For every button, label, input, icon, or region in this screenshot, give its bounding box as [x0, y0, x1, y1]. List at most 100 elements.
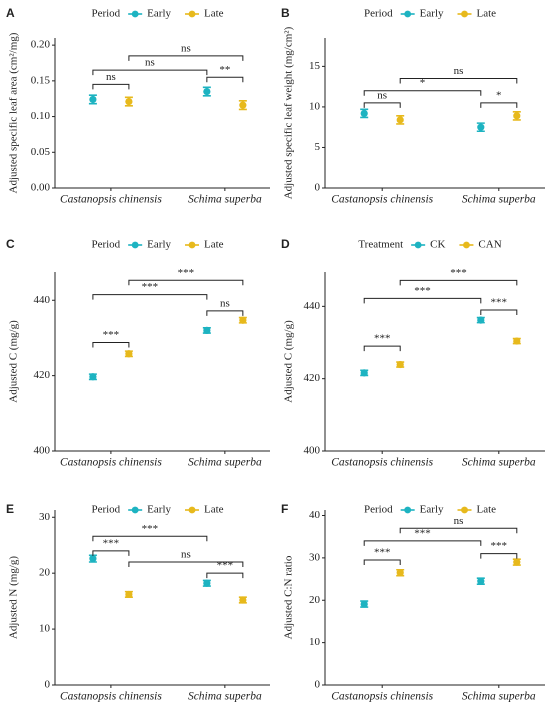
- significance-label: ***: [414, 285, 431, 297]
- point: [203, 326, 211, 335]
- significance-label: ***: [178, 267, 195, 279]
- significance-bracket: [92, 83, 130, 90]
- significance-label: ***: [142, 281, 159, 293]
- significance-bracket: [363, 90, 482, 96]
- y-tick-label: 10: [39, 623, 51, 635]
- legend-label: Early: [147, 8, 171, 20]
- y-tick-label: 420: [34, 369, 51, 381]
- y-axis-label: Adjusted C (mg/g): [283, 320, 295, 403]
- legend-key: [414, 241, 422, 249]
- legend-key: [404, 506, 412, 514]
- x-tick-label: Castanopsis chinensis: [331, 691, 433, 703]
- significance-bracket: [92, 341, 130, 348]
- legend-key: [461, 506, 468, 514]
- significance-bracket: [206, 310, 244, 316]
- panel: A 0.00 0.05 0.10 0.15 0.20 Castanopsis chinens…: [6, 6, 270, 206]
- legend: Period Early Late: [91, 239, 223, 251]
- legend: Period Early Late: [364, 504, 496, 516]
- y-tick-label: 0.10: [31, 110, 51, 122]
- legend: Period Early Late: [364, 8, 496, 20]
- legend-key: [404, 10, 412, 18]
- y-tick-label: 5: [315, 141, 321, 153]
- y-tick-label: 30: [309, 551, 321, 563]
- legend-title: Period: [364, 8, 393, 20]
- x-tick-label: Schima superba: [462, 691, 536, 703]
- point: [203, 87, 211, 96]
- x-tick-label: Castanopsis chinensis: [60, 457, 162, 469]
- legend-key: [131, 10, 139, 18]
- significance-label: ***: [374, 547, 391, 559]
- point: [513, 558, 521, 566]
- y-axis-label: Adjusted specific leaf weight (mg/cm²): [283, 26, 295, 199]
- legend-title: Period: [364, 504, 393, 516]
- y-tick-label: 0: [315, 182, 321, 194]
- y-tick-label: 400: [304, 445, 321, 457]
- significance-label: ***: [374, 333, 391, 345]
- significance-bracket: [92, 535, 208, 542]
- x-tick-label: Castanopsis chinensis: [60, 194, 162, 206]
- legend: Treatment CK CAN: [358, 239, 501, 251]
- legend-label: Early: [420, 504, 444, 516]
- legend-key: [131, 241, 139, 249]
- significance-bracket: [206, 76, 244, 83]
- significance-bracket: [92, 550, 130, 556]
- x-tick-label: Schima superba: [462, 457, 536, 469]
- significance-label: *: [496, 89, 502, 101]
- significance-label: ns: [145, 57, 155, 69]
- point: [360, 109, 368, 118]
- x-tick-label: Castanopsis chinensis: [331, 457, 433, 469]
- significance-bracket: [399, 279, 518, 286]
- legend-key: [131, 506, 139, 514]
- significance-bracket: [128, 561, 244, 567]
- y-tick-label: 0.00: [31, 182, 51, 194]
- significance-bracket: [399, 527, 518, 534]
- point: [396, 360, 404, 369]
- point: [396, 116, 404, 124]
- y-axis-label: Adjusted N (mg/g): [8, 556, 20, 639]
- y-tick-label: 0.20: [31, 39, 51, 51]
- y-tick-label: 15: [309, 60, 321, 72]
- legend-label: Early: [420, 8, 444, 20]
- legend-title: Treatment: [358, 239, 403, 251]
- point: [513, 337, 521, 345]
- y-tick-label: 0.15: [31, 74, 51, 86]
- y-tick-label: 400: [34, 445, 51, 457]
- point: [125, 350, 133, 358]
- legend-key: [461, 10, 468, 18]
- significance-label: ***: [217, 560, 234, 572]
- y-tick-label: 40: [309, 509, 321, 521]
- significance-bracket: [363, 345, 401, 352]
- significance-label: ns: [220, 297, 230, 309]
- legend-label: Late: [204, 239, 224, 251]
- point: [89, 373, 97, 381]
- legend-label: CAN: [478, 239, 501, 251]
- point: [125, 590, 133, 599]
- x-tick-label: Castanopsis chinensis: [331, 194, 433, 206]
- legend-key: [463, 241, 470, 249]
- point: [239, 596, 247, 604]
- y-tick-label: 20: [309, 594, 321, 606]
- y-tick-label: 30: [39, 511, 51, 523]
- point: [125, 97, 133, 106]
- legend-key: [188, 241, 196, 249]
- significance-label: ***: [103, 329, 120, 341]
- x-tick-label: Schima superba: [188, 691, 262, 703]
- legend: Period Early Late: [91, 504, 223, 516]
- panel-label: E: [6, 502, 14, 516]
- legend-title: Period: [91, 8, 120, 20]
- significance-bracket: [128, 279, 244, 286]
- significance-bracket: [363, 559, 401, 565]
- panel: D 400 420 440 Castanopsis chinensis Schima su…: [281, 237, 545, 469]
- legend-label: Early: [147, 504, 171, 516]
- y-tick-label: 440: [304, 300, 321, 312]
- legend-label: Early: [147, 239, 171, 251]
- x-tick-label: Schima superba: [188, 457, 262, 469]
- legend: Period Early Late: [91, 8, 223, 20]
- point: [360, 369, 368, 377]
- y-tick-label: 10: [309, 100, 321, 112]
- significance-bracket: [363, 540, 482, 546]
- y-axis-label: Adjusted C:N ratio: [283, 555, 295, 639]
- significance-bracket: [206, 572, 244, 579]
- panel-label: B: [281, 6, 290, 20]
- legend-title: Period: [91, 504, 120, 516]
